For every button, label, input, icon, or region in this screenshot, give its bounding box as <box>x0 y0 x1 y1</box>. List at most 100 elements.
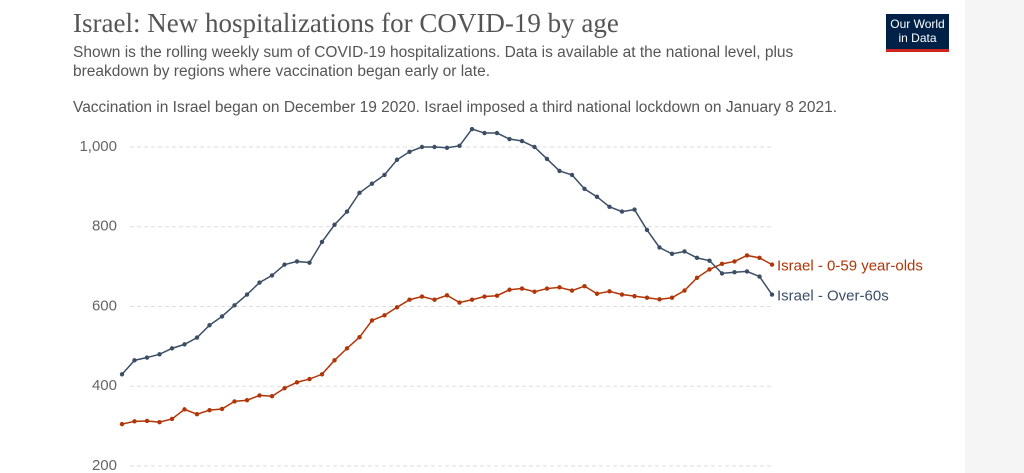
point <box>207 323 212 328</box>
point <box>619 209 625 214</box>
point <box>119 421 125 427</box>
point <box>619 292 625 297</box>
point <box>657 297 662 302</box>
point <box>194 411 200 417</box>
point <box>407 297 412 302</box>
point <box>432 144 437 150</box>
point <box>707 267 712 272</box>
point <box>332 222 337 227</box>
point <box>757 274 762 279</box>
point <box>394 157 400 162</box>
title: Israel: New hospitalizations for COVID-1… <box>73 8 619 38</box>
point <box>519 138 525 144</box>
point <box>207 407 212 413</box>
point <box>757 255 762 261</box>
point <box>144 418 150 424</box>
subtitle: Shown is the rolling weekly sum of COVID… <box>73 44 794 80</box>
point <box>344 346 350 351</box>
y-tick-label: 200 <box>92 457 117 473</box>
point <box>357 190 362 196</box>
point <box>269 394 275 399</box>
point <box>457 300 462 305</box>
point <box>169 416 175 422</box>
point <box>507 287 512 292</box>
point <box>669 251 675 257</box>
point <box>469 297 475 302</box>
point <box>382 172 387 178</box>
point <box>332 358 337 363</box>
point <box>582 186 587 192</box>
point <box>557 285 562 290</box>
point <box>194 335 200 340</box>
point <box>682 249 687 254</box>
point <box>132 358 137 363</box>
point <box>519 286 525 291</box>
point <box>732 259 737 264</box>
point <box>407 149 412 154</box>
point <box>594 291 600 296</box>
point <box>419 144 425 150</box>
logo-line: Our World <box>890 17 945 31</box>
point <box>707 258 712 263</box>
point <box>744 253 750 258</box>
point <box>694 275 700 280</box>
point <box>644 227 650 233</box>
point <box>219 314 225 319</box>
point <box>444 145 450 150</box>
point <box>319 372 325 377</box>
point <box>319 239 325 245</box>
point <box>244 292 250 297</box>
point <box>719 261 725 267</box>
point <box>607 204 612 210</box>
point <box>394 305 400 310</box>
point <box>419 294 425 299</box>
point <box>719 271 725 276</box>
point <box>669 295 675 300</box>
point <box>569 288 575 293</box>
point <box>494 130 500 136</box>
point <box>494 293 500 298</box>
point <box>769 292 775 297</box>
point <box>544 286 550 291</box>
point <box>344 209 350 214</box>
point <box>632 293 637 299</box>
point <box>457 143 462 149</box>
point <box>369 318 375 323</box>
logo-line: in Data <box>898 31 937 45</box>
point <box>257 280 262 285</box>
point <box>594 194 600 200</box>
point <box>507 136 512 142</box>
point <box>644 295 650 300</box>
point <box>569 172 575 178</box>
point <box>119 372 125 377</box>
logo[interactable]: Our World in Data <box>886 14 949 52</box>
point <box>182 342 187 347</box>
point <box>532 144 537 150</box>
point <box>744 269 750 274</box>
point <box>144 355 150 360</box>
point <box>432 297 437 302</box>
point <box>632 207 637 212</box>
point <box>469 126 475 132</box>
y-tick-label: 600 <box>92 297 117 314</box>
point <box>357 335 362 340</box>
point <box>157 419 162 425</box>
point <box>582 283 587 289</box>
point <box>607 289 612 294</box>
point <box>182 407 187 412</box>
point <box>444 293 450 298</box>
point <box>257 393 262 398</box>
point <box>307 376 312 382</box>
point <box>369 181 375 186</box>
point <box>219 406 225 412</box>
point <box>294 380 300 385</box>
side-panel <box>965 0 1024 473</box>
point <box>232 399 237 404</box>
point <box>169 346 175 351</box>
y-tick-label: 1,000 <box>79 138 117 155</box>
y-tick-label: 400 <box>92 377 117 394</box>
point <box>482 294 487 299</box>
series-label: Israel - 0-59 year-olds <box>777 258 923 275</box>
